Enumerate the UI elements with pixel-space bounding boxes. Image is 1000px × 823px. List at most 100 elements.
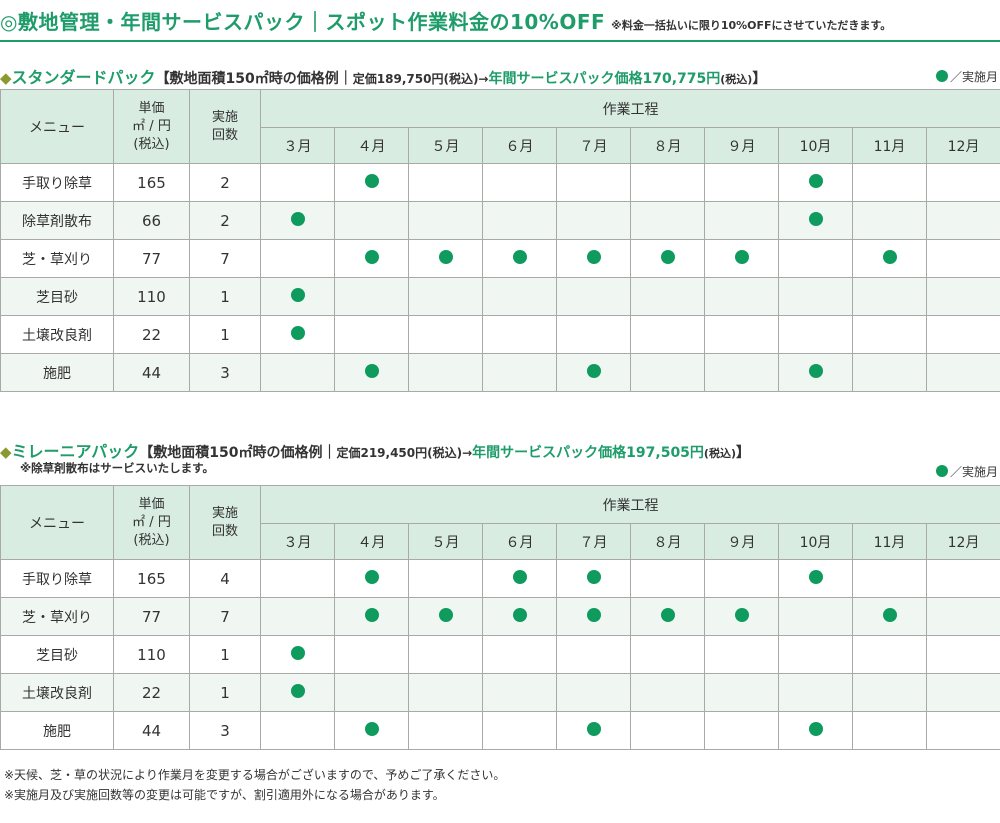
month-header: ６月 xyxy=(482,127,557,164)
unit-price-cell: 77 xyxy=(113,239,190,278)
millennia-schedule-table: メニュー 単価 ㎡ / 円 (税込) 実施 回数 作業工程 ３月 ４月 ５月 ６… xyxy=(0,485,1000,750)
menu-cell: 施肥 xyxy=(0,353,114,392)
month-cell xyxy=(482,635,557,674)
month-cell xyxy=(408,315,483,354)
month-cell xyxy=(778,597,853,636)
menu-cell: 土壌改良剤 xyxy=(0,315,114,354)
menu-cell: 芝・草刈り xyxy=(0,597,114,636)
times-cell: 2 xyxy=(189,201,261,240)
month-cell xyxy=(408,635,483,674)
times-cell: 4 xyxy=(189,559,261,598)
footer-note-1: ※天候、芝・草の状況により作業月を変更する場合がございますので、予めご了承くださ… xyxy=(4,768,506,782)
table-row: 除草剤散布 66 2 xyxy=(0,201,1000,240)
menu-cell: 土壌改良剤 xyxy=(0,673,114,712)
menu-cell: 手取り除草 xyxy=(0,559,114,598)
month-cell xyxy=(925,635,1000,674)
millennia-pack-title: ◆ミレーニアパック【敷地面積150㎡時の価格例｜定価219,450円(税込)→年… xyxy=(0,438,750,462)
month-cell xyxy=(482,201,557,240)
month-cell xyxy=(556,239,631,278)
table-row: 芝目砂 110 1 xyxy=(0,635,1000,674)
menu-cell: 芝目砂 xyxy=(0,635,114,674)
month-cell xyxy=(778,673,853,712)
month-cell xyxy=(556,163,631,202)
month-cell xyxy=(925,201,1000,240)
scheduled-dot-icon xyxy=(290,645,305,660)
unit-price-cell: 44 xyxy=(113,353,190,392)
month-cell xyxy=(630,559,705,598)
month-cell xyxy=(482,559,557,598)
month-cell xyxy=(925,597,1000,636)
scheduled-dot-icon xyxy=(364,249,379,264)
table-row: 芝・草刈り 77 7 xyxy=(0,239,1000,278)
scheduled-dot-icon xyxy=(808,173,823,188)
month-cell xyxy=(334,201,409,240)
standard-legend: ／実施月 xyxy=(935,68,998,85)
month-header: 11月 xyxy=(852,523,927,560)
scheduled-dot-icon xyxy=(808,363,823,378)
unit-price-header-line1: 単価 xyxy=(138,100,165,116)
month-cell xyxy=(704,239,779,278)
month-cell xyxy=(925,163,1000,202)
month-cell xyxy=(260,635,335,674)
dot-icon xyxy=(935,70,948,82)
pack-price: 年間サービスパック価格170,775円 xyxy=(488,71,721,87)
dot-icon xyxy=(935,465,948,477)
month-cell xyxy=(925,239,1000,278)
menu-header: メニュー xyxy=(0,485,114,560)
month-cell xyxy=(556,597,631,636)
month-cell xyxy=(260,239,335,278)
scheduled-dot-icon xyxy=(438,607,453,622)
process-header: 作業工程 xyxy=(259,485,1000,524)
scheduled-dot-icon xyxy=(586,249,601,264)
month-cell xyxy=(408,201,483,240)
times-cell: 1 xyxy=(189,277,261,316)
pack-price: 年間サービスパック価格197,505円 xyxy=(472,445,704,461)
month-cell xyxy=(408,239,483,278)
scheduled-dot-icon xyxy=(512,249,527,264)
month-cell xyxy=(778,559,853,598)
month-cell xyxy=(260,559,335,598)
scheduled-dot-icon xyxy=(512,569,527,584)
standard-table-body: 手取り除草 165 2 除草剤散布 66 2 芝・草刈り 77 7 芝目砂 110 1 土壌改良剤 22 1… xyxy=(0,163,1000,392)
month-cell xyxy=(852,239,927,278)
month-cell xyxy=(704,277,779,316)
unit-price-header-line3: (税込) xyxy=(133,136,170,152)
price-example-open: 【敷地面積150㎡時の価格例｜ xyxy=(139,445,337,461)
times-cell: 3 xyxy=(189,353,261,392)
times-cell: 1 xyxy=(189,673,261,712)
millennia-sub-note: ※除草剤散布はサービスいたします。 xyxy=(20,461,215,475)
month-cell xyxy=(630,201,705,240)
month-cell xyxy=(482,277,557,316)
month-cell xyxy=(556,353,631,392)
month-header: 12月 xyxy=(925,127,1000,164)
menu-cell: 施肥 xyxy=(0,711,114,750)
unit-price-header-line2: ㎡ / 円 xyxy=(132,118,171,134)
scheduled-dot-icon xyxy=(586,363,601,378)
month-cell xyxy=(704,673,779,712)
scheduled-dot-icon xyxy=(290,211,305,226)
standard-pack-title: ◆スタンダードパック【敷地面積150㎡時の価格例｜定価189,750円(税込)→… xyxy=(0,64,766,88)
month-header: ７月 xyxy=(556,127,631,164)
month-header: ５月 xyxy=(408,127,483,164)
month-header: ７月 xyxy=(556,523,631,560)
month-cell xyxy=(482,239,557,278)
unit-price-cell: 77 xyxy=(113,597,190,636)
month-cell xyxy=(852,353,927,392)
month-header: 11月 xyxy=(852,127,927,164)
month-header: 12月 xyxy=(925,523,1000,560)
scheduled-dot-icon xyxy=(734,607,749,622)
month-cell xyxy=(556,559,631,598)
scheduled-dot-icon xyxy=(364,569,379,584)
price-example-close: 】 xyxy=(752,71,767,87)
month-cell xyxy=(260,201,335,240)
month-cell xyxy=(556,711,631,750)
pack-price-tax: (税込) xyxy=(703,447,736,460)
times-cell: 1 xyxy=(189,315,261,354)
scheduled-dot-icon xyxy=(512,607,527,622)
month-cell xyxy=(408,353,483,392)
month-header: ４月 xyxy=(334,523,409,560)
menu-cell: 芝・草刈り xyxy=(0,239,114,278)
standard-schedule-table: メニュー 単価 ㎡ / 円 (税込) 実施 回数 作業工程 ３月 ４月 ５月 ６… xyxy=(0,89,1000,392)
month-cell xyxy=(925,353,1000,392)
month-cell xyxy=(630,277,705,316)
